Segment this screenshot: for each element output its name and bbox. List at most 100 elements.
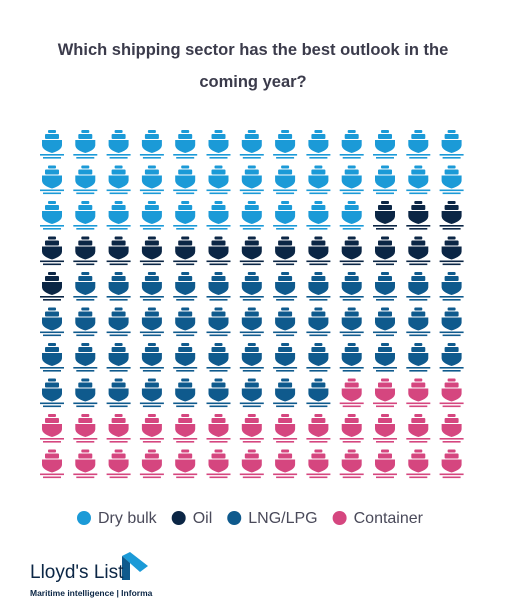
ship-icon — [373, 201, 397, 230]
legend-label: Oil — [193, 510, 213, 527]
ship-icon — [73, 307, 98, 337]
ship-icon — [439, 343, 464, 372]
ship-icon — [273, 236, 298, 266]
logo-mark — [122, 552, 148, 572]
legend-label: LNG/LPG — [248, 510, 317, 527]
logo: Lloyd's List Maritime intelligence | Inf… — [30, 552, 153, 598]
ship-icon — [106, 378, 131, 408]
ship-icon — [40, 449, 64, 479]
ship-icon — [406, 449, 431, 479]
ship-icon — [106, 201, 131, 230]
ship-icon — [73, 236, 98, 266]
ship-icon — [139, 343, 164, 372]
ship-icon — [73, 201, 98, 230]
ship-icon — [73, 343, 98, 372]
ship-icon — [306, 165, 331, 195]
ship-icon — [139, 307, 164, 337]
logo-tagline: Maritime intelligence | Informa — [30, 588, 153, 598]
ship-icon — [339, 130, 364, 159]
ship-icon — [73, 414, 98, 443]
ship-icon — [106, 307, 131, 337]
ship-icon — [139, 449, 164, 479]
ship-icon — [306, 307, 331, 337]
ship-icon — [40, 307, 64, 337]
ship-icon — [73, 130, 98, 159]
ship-icon — [73, 165, 98, 195]
ship-icon — [139, 272, 164, 301]
ship-icon — [406, 307, 431, 337]
ship-icon — [139, 378, 164, 408]
ship-icon — [273, 272, 298, 301]
ship-icon — [273, 414, 298, 443]
ship-icon — [173, 201, 198, 230]
ship-icon — [206, 165, 231, 195]
ship-icon — [373, 130, 397, 159]
ship-icon — [206, 307, 231, 337]
ship-icon — [239, 378, 264, 408]
ship-icon — [73, 449, 98, 479]
ship-icon — [139, 201, 164, 230]
ship-icon — [439, 201, 464, 230]
ship-icon — [306, 236, 331, 266]
ship-icon — [306, 414, 331, 443]
ship-icon — [406, 414, 431, 443]
ship-icon — [406, 272, 431, 301]
ship-icon — [339, 272, 364, 301]
ship-icon — [40, 201, 64, 230]
ship-icon — [206, 130, 231, 159]
ship-icon — [106, 343, 131, 372]
logo-name: Lloyd's List — [30, 562, 124, 583]
ship-icon — [206, 272, 231, 301]
ship-icon — [406, 165, 431, 195]
ship-icon — [239, 414, 264, 443]
ship-icon — [439, 449, 464, 479]
ship-icon — [373, 343, 397, 372]
ship-icon — [206, 343, 231, 372]
ship-icon — [239, 130, 264, 159]
ship-icon — [273, 201, 298, 230]
ship-icon — [40, 414, 64, 443]
ship-icon — [239, 236, 264, 266]
ship-icon — [206, 449, 231, 479]
ship-icon — [139, 130, 164, 159]
ship-icon — [339, 378, 364, 408]
legend-swatch — [332, 511, 347, 525]
ship-icon — [40, 272, 64, 301]
legend-swatch — [227, 511, 242, 525]
ship-icon — [206, 201, 231, 230]
ship-icon — [173, 343, 198, 372]
ship-icon — [273, 378, 298, 408]
ship-icon — [239, 449, 264, 479]
ship-icon — [273, 307, 298, 337]
ship-icon — [40, 378, 64, 408]
ship-icon — [173, 272, 198, 301]
ship-icon — [40, 343, 64, 372]
ship-icon — [373, 378, 397, 408]
ship-icon — [106, 449, 131, 479]
ship-icon — [439, 165, 464, 195]
ship-icon — [439, 378, 464, 408]
ship-icon — [373, 236, 397, 266]
legend-label: Dry bulk — [98, 510, 158, 527]
ship-icon — [339, 236, 364, 266]
ship-icon — [339, 201, 364, 230]
ship-icon — [406, 343, 431, 372]
ship-icon — [373, 307, 397, 337]
ship-icon — [406, 130, 431, 159]
ship-icon — [106, 414, 131, 443]
ship-icon — [40, 236, 64, 266]
ship-icon — [306, 272, 331, 301]
legend: Dry bulk Oil LNG/LPG Container — [77, 510, 424, 527]
ship-icon — [106, 236, 131, 266]
ship-icon — [439, 130, 464, 159]
ship-icon — [173, 236, 198, 266]
chart-title: Which shipping sector has the best outlo… — [57, 41, 449, 91]
ship-icon — [40, 165, 64, 195]
ship-icon — [273, 343, 298, 372]
ship-icon — [40, 130, 64, 159]
ship-icon — [139, 165, 164, 195]
ship-icon — [239, 201, 264, 230]
legend-swatch — [77, 511, 91, 525]
